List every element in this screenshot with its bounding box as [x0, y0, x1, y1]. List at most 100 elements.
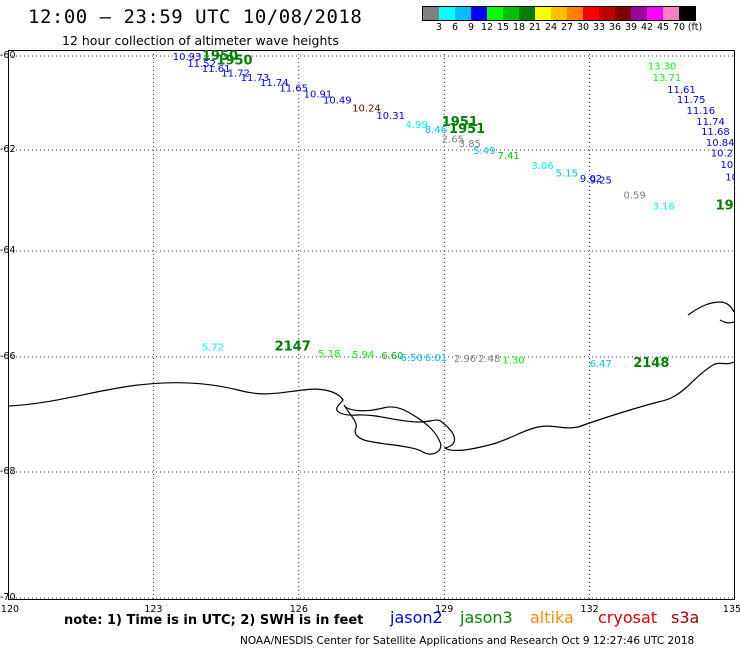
pass-time-label: 2148 — [633, 356, 669, 371]
latitude-label: -64 — [0, 245, 16, 256]
credit-line: NOAA/NESDIS Center for Satellite Applica… — [240, 635, 695, 647]
wave-height-value: 2.48 — [478, 354, 500, 365]
colorbar-swatch — [439, 7, 455, 20]
colorbar-label: 18 — [512, 22, 526, 33]
wave-height-value: 4.99 — [405, 120, 427, 131]
colorbar-swatch — [551, 7, 567, 20]
wave-height-value: 11.16 — [687, 106, 716, 117]
legend-cryosat: cryosat — [598, 608, 658, 627]
wave-height-value: 10.45 — [720, 160, 735, 171]
wave-height-value: 10.91 — [304, 90, 333, 101]
wave-height-value: 10.49 — [323, 96, 352, 107]
colorbar-swatch — [503, 7, 519, 20]
pass-time-label: 1950 — [202, 50, 238, 64]
coastline-inlet — [343, 404, 442, 455]
legend-jason2: jason2 — [390, 608, 443, 627]
wave-height-value: 5.94 — [352, 350, 374, 361]
colorbar-label: 3 — [435, 22, 443, 33]
wave-height-value: 11.74 — [260, 78, 289, 89]
colorbar-label: 27 — [560, 22, 574, 33]
colorbar-swatch — [631, 7, 647, 20]
wave-height-value: 10.21 — [711, 149, 735, 160]
coastline-peninsula — [687, 301, 735, 316]
latitude-label: -60 — [0, 50, 16, 61]
latitude-label: -62 — [0, 144, 16, 155]
colorbar-label: 24 — [544, 22, 558, 33]
colorbar-label: 70 — [672, 22, 686, 33]
wave-height-value: 0.59 — [624, 190, 646, 201]
wave-height-value: 6.47 — [590, 359, 612, 370]
colorbar-swatch — [471, 7, 487, 20]
longitude-label: 126 — [289, 604, 308, 615]
pass-time-label: 2147 — [275, 339, 311, 354]
colorbar-swatch — [519, 7, 535, 20]
colorbar-label: 30 — [576, 22, 590, 33]
wave-height-value: 10.84 — [706, 138, 735, 149]
pass-time-label: 1950 — [216, 54, 252, 69]
footnote: note: 1) Time is in UTC; 2) SWH is in fe… — [64, 613, 364, 628]
colorbar-swatch — [583, 7, 599, 20]
longitude-label: 135 — [722, 604, 740, 615]
plot-subtitle: 12 hour collection of altimeter wave hei… — [62, 33, 339, 48]
wave-height-value: 3.16 — [653, 202, 675, 213]
colorbar-swatch — [567, 7, 583, 20]
latitude-label: -70 — [0, 592, 16, 603]
wave-height-value: 7.41 — [498, 151, 520, 162]
colorbar-swatch — [599, 7, 615, 20]
colorbar-label: 21 — [528, 22, 542, 33]
coastline-spur — [719, 319, 735, 324]
colorbar-label: 12 — [480, 22, 494, 33]
wave-height-value: 2.65 — [442, 134, 464, 145]
wave-height-value: 11.52 — [187, 59, 216, 70]
wave-height-value: 10.24 — [725, 172, 735, 183]
longitude-label: 120 — [0, 604, 20, 615]
pass-time-label: 1951 — [449, 122, 485, 137]
colorbar-label: 33 — [592, 22, 606, 33]
wave-height-value: 11.61 — [202, 64, 231, 75]
longitude-label: 123 — [144, 604, 163, 615]
colorbar-label: 6 — [451, 22, 459, 33]
wave-height-value: 11.73 — [241, 73, 270, 84]
wave-height-value: 10.31 — [376, 111, 405, 122]
colorbar-label: (ft) — [687, 22, 703, 33]
wave-height-value: 2.96 — [454, 354, 476, 365]
grid-lines — [8, 50, 735, 600]
wave-height-value: 10.24 — [352, 104, 381, 115]
colorbar-swatch — [487, 7, 503, 20]
longitude-label: 129 — [435, 604, 454, 615]
colorbar-label: 15 — [496, 22, 510, 33]
antarctic-coastline — [8, 361, 735, 452]
colorbar-label: 36 — [608, 22, 622, 33]
wave-height-value: 6.60 — [381, 351, 403, 362]
longitude-label: 132 — [580, 604, 599, 615]
colorbar-swatch — [423, 7, 439, 20]
wave-height-value: 5.72 — [202, 342, 224, 353]
pass-time-label: 1951 — [442, 115, 478, 130]
observation-layer: 10.93 1950195011.5211.6111.7211.7311.7411… — [173, 50, 735, 371]
latitude-label: -66 — [0, 351, 16, 362]
colorbar-label: 45 — [656, 22, 670, 33]
colorbar-swatch — [679, 7, 695, 20]
wave-height-value: 13.30 — [648, 61, 677, 72]
wave-height-value: 10.93 — [173, 52, 202, 63]
pass-time-label: 1952 — [716, 199, 735, 214]
wave-height-value: 9.02 — [580, 174, 602, 185]
wave-height-value: 11.75 — [677, 95, 706, 106]
wave-height-colorbar — [422, 6, 696, 21]
wave-height-value: 11.74 — [696, 117, 725, 128]
wave-height-value: 9.25 — [590, 175, 612, 186]
map-border — [8, 50, 735, 600]
colorbar-swatch — [535, 7, 551, 20]
map-plot-area: 10.93 1950195011.5211.6111.7211.7311.7411… — [8, 50, 735, 600]
colorbar-swatch — [455, 7, 471, 20]
legend-s3a: s3a — [671, 608, 700, 627]
wave-height-value: 3.06 — [531, 161, 553, 172]
latitude-label: -68 — [0, 466, 16, 477]
wave-height-value: 13.71 — [653, 73, 682, 84]
colorbar-label: 9 — [467, 22, 475, 33]
wave-height-value: 6.01 — [425, 353, 447, 364]
wave-height-value: 8.46 — [425, 125, 447, 136]
legend-altika: altika — [530, 608, 574, 627]
wave-height-value: 5.15 — [556, 169, 578, 180]
colorbar-swatch — [663, 7, 679, 20]
